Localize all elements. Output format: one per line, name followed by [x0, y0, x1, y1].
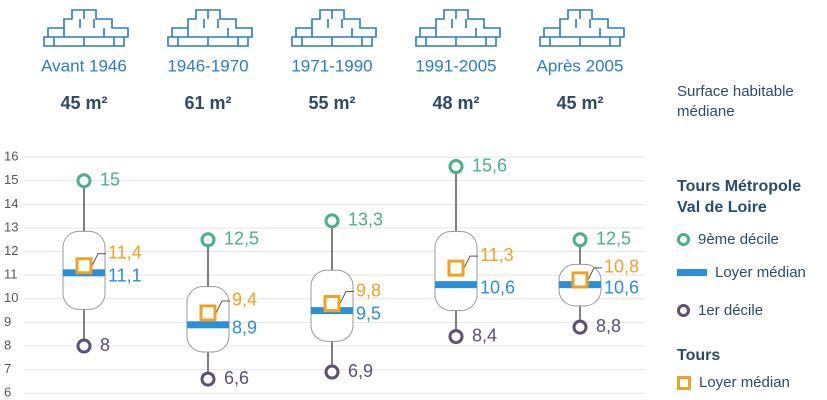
- value-label: 10,6: [480, 277, 515, 297]
- value-label: 9,8: [356, 280, 381, 300]
- value-label: 15: [100, 169, 120, 189]
- decile-9: [448, 159, 464, 175]
- x-tick-label: 1971-1990: [291, 56, 372, 75]
- surface-value: 55 m²: [308, 93, 355, 113]
- legend-label: 9ème décile: [698, 231, 779, 248]
- icon: [43, 9, 129, 47]
- connector: [91, 253, 106, 266]
- tours-median: [199, 304, 217, 322]
- y-tick-label: 6: [4, 385, 11, 400]
- tours-median: [571, 271, 589, 289]
- value-label: 12,5: [596, 229, 631, 249]
- y-tick-label: 16: [4, 149, 18, 164]
- decile-9: [76, 173, 92, 189]
- legend-group: Tours: [677, 347, 721, 364]
- legend-item: Loyer médian: [677, 374, 790, 391]
- icon: [167, 9, 253, 47]
- legend-item: Loyer médian: [677, 264, 806, 281]
- y-tick-label: 14: [4, 196, 18, 211]
- tours-median: [447, 259, 465, 277]
- median: [187, 321, 229, 329]
- legend-swatch: [677, 233, 690, 246]
- surface-value: 61 m²: [184, 93, 231, 113]
- value-label: 13,3: [348, 210, 383, 230]
- x-tick-label: Après 2005: [537, 56, 624, 75]
- legend-label: 1er décile: [698, 302, 764, 319]
- legend-label: Loyer médian: [699, 374, 790, 391]
- connector: [215, 300, 230, 314]
- value-label: 6,6: [224, 368, 249, 388]
- x-tick-label: 1946-1970: [167, 56, 248, 75]
- decile-9: [572, 232, 588, 248]
- tours-median: [323, 295, 341, 313]
- x-tick-label: 1991-2005: [415, 56, 496, 75]
- legend-swatch: [677, 304, 690, 317]
- value-label: 12,5: [224, 229, 259, 249]
- legend-item: 9ème décile: [677, 231, 779, 248]
- y-tick-label: 15: [4, 172, 18, 187]
- decile-1: [448, 329, 464, 345]
- legend-label: Loyer médian: [715, 264, 806, 281]
- icon: [539, 9, 625, 47]
- decile-9: [324, 213, 340, 229]
- surface-value: 45 m²: [556, 93, 603, 113]
- value-label: 10,8: [604, 257, 639, 277]
- y-tick-label: 9: [4, 314, 11, 329]
- icon: [415, 9, 501, 47]
- decile-1: [200, 371, 216, 387]
- legend-swatch: [677, 375, 691, 390]
- value-label: 9,5: [356, 303, 381, 323]
- median: [435, 281, 477, 289]
- x-tick-label: Avant 1946: [41, 56, 127, 75]
- value-label: 11,1: [108, 266, 142, 286]
- decile-1: [572, 319, 588, 335]
- value-label: 15,6: [472, 155, 507, 175]
- value-label: 11,4: [108, 242, 142, 262]
- surface-value: 45 m²: [60, 93, 107, 113]
- legend-item: 1er décile: [677, 302, 763, 319]
- value-label: 11,3: [480, 245, 514, 265]
- value-label: 6,9: [348, 361, 373, 381]
- connector: [339, 291, 354, 304]
- icon: [291, 9, 377, 47]
- value-label: 10,6: [604, 277, 639, 297]
- y-tick-label: 8: [4, 337, 11, 352]
- value-label: 8,4: [472, 325, 497, 345]
- surface-label: Surface habitable médiane: [677, 83, 794, 120]
- y-tick-label: 11: [4, 267, 18, 282]
- value-label: 9,4: [232, 290, 257, 310]
- tours-median: [75, 257, 93, 275]
- decile-1: [76, 338, 92, 354]
- y-tick-label: 13: [4, 219, 18, 234]
- value-label: 8,8: [596, 316, 621, 336]
- connector: [463, 255, 478, 269]
- decile-1: [324, 364, 340, 380]
- decile-9: [200, 232, 216, 248]
- y-tick-label: 10: [4, 290, 18, 305]
- legend-group: Tours Métropole Val de Loire: [677, 178, 802, 216]
- connector: [587, 267, 602, 281]
- legend-swatch: [677, 269, 707, 276]
- y-tick-label: 12: [4, 243, 18, 258]
- value-label: 8,9: [232, 318, 257, 338]
- surface-value: 48 m²: [432, 93, 479, 113]
- y-tick-label: 7: [4, 361, 11, 376]
- value-label: 8: [100, 335, 110, 355]
